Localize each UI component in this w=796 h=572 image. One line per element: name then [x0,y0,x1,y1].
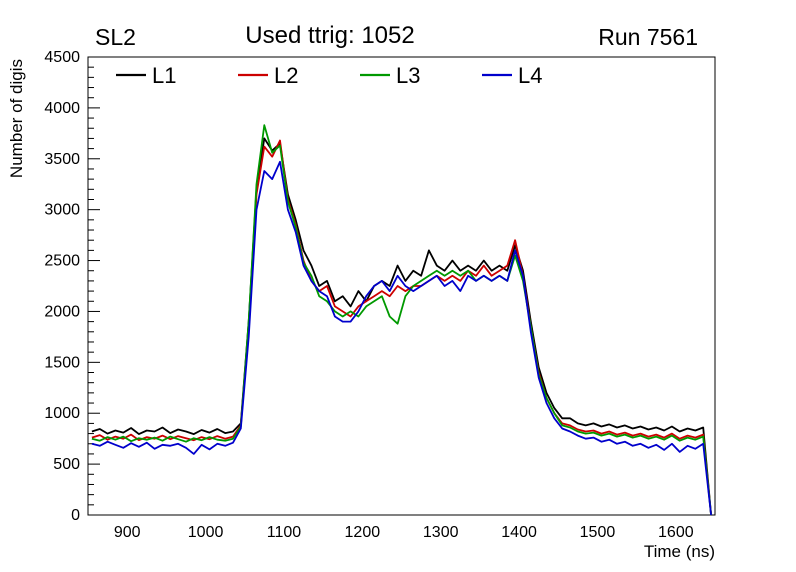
x-tick-label: 1100 [267,524,302,541]
y-tick-label: 2000 [44,303,80,320]
y-tick-label: 0 [71,507,80,524]
y-tick-label: 3500 [44,151,80,168]
x-tick-label: 1200 [345,524,381,541]
pad-title-center: Used ttrig: 1052 [245,22,415,49]
legend-entry-L1: L1 [116,63,176,88]
x-tick-label: 1500 [580,524,616,541]
x-axis-title: Time (ns) [644,542,715,561]
x-tick-label: 1600 [658,524,694,541]
series-line-L3 [91,124,712,516]
y-tick-label: 4000 [44,100,80,117]
y-tick-label: 500 [53,456,80,473]
legend-label: L3 [396,63,420,88]
series-line-L4 [91,160,712,516]
series-line-L2 [91,139,712,516]
x-tick-label: 900 [114,524,141,541]
pad-title-left: SL2 [95,24,136,50]
legend-entry-L4: L4 [482,63,542,88]
x-tick-label: 1000 [188,524,224,541]
series-line-L1 [91,137,712,516]
pad-title-right: Run 7561 [598,24,698,50]
legend-entry-L3: L3 [360,63,420,88]
y-tick-label: 1500 [44,354,80,371]
legend-label: L4 [518,63,542,88]
y-axis-title: Number of digis [7,59,26,178]
x-tick-label: 1400 [501,524,537,541]
y-tick-label: 1000 [44,405,80,422]
y-tick-label: 2500 [44,253,80,270]
legend-label: L1 [152,63,176,88]
y-tick-label: 4500 [44,49,80,66]
legend-label: L2 [274,63,298,88]
legend-entry-L2: L2 [238,63,298,88]
y-tick-label: 3000 [44,202,80,219]
plot-frame [87,56,716,516]
x-tick-label: 1300 [423,524,459,541]
